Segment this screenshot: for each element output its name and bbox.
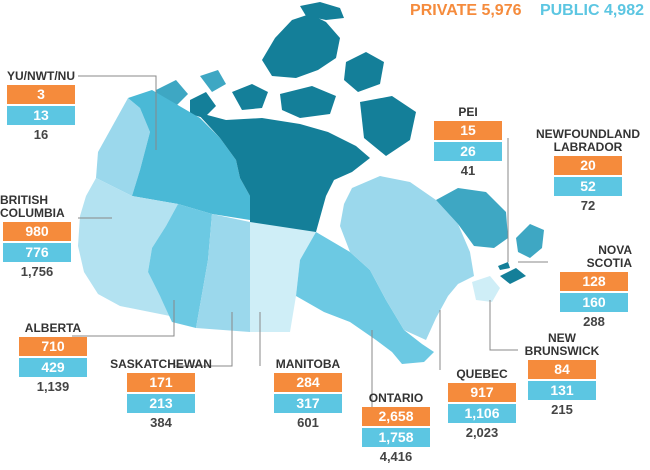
arctic-island — [280, 86, 336, 118]
private-value: 917 — [448, 383, 516, 402]
arctic-island — [232, 84, 268, 110]
region-new-brunswick — [472, 276, 500, 302]
callout-manitoba: MANITOBA 284 317 601 — [268, 358, 348, 431]
arctic-island — [262, 14, 340, 78]
region-alberta — [148, 204, 212, 328]
total-value: 1,756 — [20, 264, 54, 279]
region-saskatchewan — [196, 214, 250, 332]
total-value: 41 — [460, 163, 476, 178]
arctic-island — [200, 70, 226, 92]
total-value: 16 — [33, 127, 49, 142]
region-name: NOVA SCOTIA — [586, 243, 632, 270]
arctic-island — [190, 92, 216, 118]
callout-pei: PEI 15 26 41 — [430, 106, 506, 179]
leader-line-yu-nwt-nu — [78, 75, 157, 150]
callout-newfoundland-labrador: NEWFOUNDLAND LABRADOR 20 52 72 — [530, 128, 646, 214]
region-nova-scotia — [500, 268, 526, 284]
private-value: 980 — [3, 222, 71, 241]
public-value: 13 — [7, 106, 75, 125]
leader-line-new-brunswick — [489, 300, 518, 351]
region-name: ONTARIO — [368, 391, 424, 405]
region-quebec — [340, 176, 474, 340]
public-value: 317 — [274, 394, 342, 413]
callout-new-brunswick: NEW BRUNSWICK 84 131 215 — [516, 332, 608, 418]
legend: PRIVATE 5,976 PUBLIC 4,982 — [410, 2, 644, 20]
arctic-island — [360, 96, 416, 156]
private-value: 128 — [560, 272, 628, 291]
region-nunavut — [196, 112, 370, 232]
callout-nova-scotia: NOVA SCOTIA 128 160 288 — [556, 244, 632, 330]
total-value: 384 — [150, 415, 172, 430]
region-manitoba — [250, 222, 316, 332]
total-value: 601 — [297, 415, 319, 430]
total-value: 215 — [551, 402, 573, 417]
region-name: ALBERTA — [24, 321, 82, 335]
region-yukon — [96, 98, 150, 196]
arctic-island — [300, 2, 344, 20]
public-value: 1,106 — [448, 404, 516, 423]
callout-yu-nwt-nu: YU/NWT/NU 3 13 16 — [2, 70, 80, 143]
public-value: 131 — [528, 381, 596, 400]
public-value: 52 — [554, 177, 622, 196]
private-value: 2,658 — [362, 407, 430, 426]
callout-british-columbia: BRITISH COLUMBIA 980 776 1,756 — [0, 194, 74, 280]
private-value: 171 — [127, 373, 195, 392]
private-value: 15 — [434, 121, 502, 140]
private-value: 20 — [554, 156, 622, 175]
public-value: 1,758 — [362, 428, 430, 447]
public-value: 160 — [560, 293, 628, 312]
callout-saskatchewan: SASKATCHEWAN 171 213 384 — [106, 358, 216, 431]
private-value: 3 — [7, 85, 75, 104]
callout-quebec: QUEBEC 917 1,106 2,023 — [444, 368, 520, 441]
leader-line-saskatchewan — [174, 312, 233, 367]
legend-private: PRIVATE 5,976 — [410, 2, 522, 19]
region-name: BRITISH COLUMBIA — [0, 193, 65, 220]
region-labrador — [436, 188, 508, 248]
region-name: PEI — [458, 105, 478, 119]
total-value: 72 — [580, 198, 596, 213]
region-newfoundland — [516, 224, 544, 258]
region-name: NEW BRUNSWICK — [524, 331, 600, 358]
private-value: 84 — [528, 360, 596, 379]
callout-ontario: ONTARIO 2,658 1,758 4,416 — [356, 392, 436, 465]
total-value: 288 — [583, 314, 605, 329]
callout-alberta: ALBERTA 710 429 1,139 — [16, 322, 90, 395]
public-value: 26 — [434, 142, 502, 161]
region-name: QUEBEC — [456, 367, 508, 381]
region-name: MANITOBA — [275, 357, 341, 371]
public-value: 213 — [127, 394, 195, 413]
legend-public: PUBLIC 4,982 — [539, 2, 644, 19]
public-value: 776 — [3, 243, 71, 262]
private-value: 710 — [19, 337, 87, 356]
leader-line-alberta — [72, 300, 175, 337]
region-british-columbia — [78, 178, 178, 316]
total-value: 2,023 — [465, 425, 499, 440]
region-name: NEWFOUNDLAND LABRADOR — [536, 127, 640, 154]
region-pei — [498, 262, 510, 270]
private-value: 284 — [274, 373, 342, 392]
region-name: SASKATCHEWAN — [110, 357, 212, 371]
arctic-island — [344, 52, 384, 92]
region-name: YU/NWT/NU — [7, 69, 75, 83]
region-nwt — [128, 90, 250, 220]
public-value: 429 — [19, 358, 87, 377]
total-value: 4,416 — [379, 449, 413, 464]
region-ontario — [296, 232, 434, 364]
total-value: 1,139 — [36, 379, 70, 394]
